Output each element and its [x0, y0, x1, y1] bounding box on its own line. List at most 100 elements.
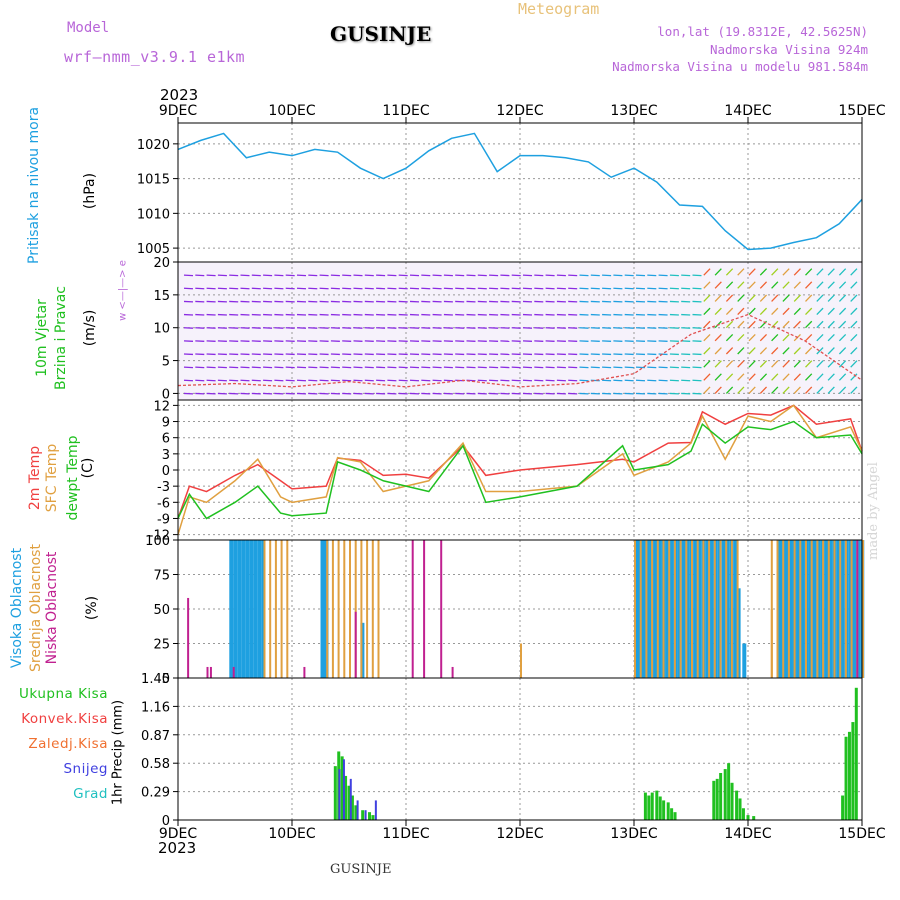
y-tick-label: 0 — [162, 814, 170, 829]
cloud-high-bar — [721, 540, 726, 678]
precip-rain-bar — [673, 812, 677, 820]
cloud-mid-bar — [816, 540, 819, 678]
legend-zaledj-kisa: Zaledj.Kisa — [28, 736, 108, 752]
precip-rain-bar — [715, 778, 719, 820]
wind-barb — [782, 294, 790, 302]
cloud-high-bar — [852, 540, 857, 678]
wind-barb — [737, 268, 745, 276]
wind-barb — [838, 333, 847, 342]
precip-rain-bar — [851, 722, 855, 820]
wind-barb — [850, 294, 858, 302]
cloud-mid-bar — [343, 540, 346, 678]
legend-ukupna-kisa: Ukupna Kisa — [19, 686, 108, 702]
wind-barb — [816, 333, 824, 342]
y-tick-label: 0.87 — [141, 729, 170, 744]
wind-barb — [782, 268, 790, 276]
wind-barb — [725, 360, 734, 368]
precip-snow-bar — [364, 810, 367, 820]
wind-barbs — [183, 268, 858, 395]
wind-barb — [725, 281, 734, 289]
y-tick-label: 20 — [153, 256, 170, 271]
wind-barb — [805, 373, 813, 381]
wind-barb — [793, 347, 801, 355]
cloud-mid-bar — [827, 540, 830, 678]
precip-rain-bar — [333, 766, 337, 820]
wind-barb — [850, 373, 858, 381]
precip-rain-bar — [746, 815, 750, 820]
precip-rain-bar — [730, 782, 734, 820]
precip-rain-bar — [847, 731, 851, 820]
wind-barb — [703, 333, 711, 342]
cloud-high-bar — [257, 540, 262, 678]
cloud-high-bar — [665, 540, 670, 678]
wind-barb — [748, 386, 756, 394]
wind-barb — [782, 386, 790, 394]
wind-barb — [793, 320, 801, 329]
wind-barb — [771, 281, 779, 289]
wind-barb — [816, 373, 824, 381]
cloud-low-bar — [411, 540, 414, 678]
wind-barb — [759, 268, 768, 276]
cloud-mid-bar — [713, 540, 716, 678]
wind-barb — [793, 360, 801, 368]
y-tick-label: 1015 — [137, 173, 170, 188]
wind-barb — [816, 347, 824, 355]
cloud-mid-bar — [679, 540, 682, 678]
cloud-mid-bar — [331, 540, 334, 678]
y-tick-label: -12 — [149, 529, 170, 544]
y-tick-label: 5 — [162, 355, 170, 370]
wind-barb — [838, 386, 847, 394]
precip-rain-bar — [340, 756, 344, 820]
x-tick-label-top: 9DEC — [159, 103, 198, 119]
cloud-mid-bar — [839, 540, 842, 678]
wind-barb — [782, 281, 790, 289]
cloud-mid-bar — [366, 540, 369, 678]
cloud-mid-bar — [280, 540, 283, 678]
wind-barb — [816, 320, 824, 329]
precip-rain-bar — [643, 792, 647, 820]
cloud-mid-bar — [269, 540, 272, 678]
y-tick-label: 3 — [162, 448, 170, 463]
cloud-low-bar — [354, 611, 357, 678]
cloud-mid-bar — [286, 540, 289, 678]
cloud-high-bar — [669, 540, 674, 678]
wind-barb — [816, 281, 824, 289]
cloud-low-bar — [187, 597, 190, 678]
cloud-high-bar — [645, 540, 650, 678]
y-tick-label: 1020 — [137, 138, 170, 153]
precip-rain-bar — [841, 795, 845, 820]
elevation-info: Nadmorska Visina 924m — [709, 42, 868, 57]
cloud-mid-bar — [354, 540, 357, 678]
wind-barb — [805, 347, 813, 355]
cloud-mid-bar — [685, 540, 688, 678]
wind-barb — [827, 347, 835, 355]
cloud-mid-bar — [799, 540, 802, 678]
wind-barb — [805, 320, 813, 329]
wind-barb — [850, 281, 858, 289]
wind-barb — [703, 386, 711, 394]
model-name: wrf—nmm_v3.9.1 e1km — [64, 48, 246, 66]
wind-barb — [827, 294, 835, 302]
cloud-mid-bar — [719, 540, 722, 678]
cloud-high-bar — [320, 540, 325, 678]
cloud-high-bar — [788, 540, 793, 678]
cloud-mid-bar — [360, 540, 363, 678]
cloud-high-bar — [836, 540, 841, 678]
wind-barb — [703, 307, 711, 316]
wind-barb — [748, 373, 756, 381]
cloud-high-bar — [261, 540, 266, 678]
cloud-high-bar — [828, 540, 833, 678]
precip-rain-bar — [738, 798, 742, 820]
wind-barb — [827, 360, 835, 368]
precip-rain-bar — [347, 785, 351, 820]
cloud-high-bar — [733, 540, 738, 678]
cloud-mid-bar — [833, 540, 836, 678]
cloud-mid-bar — [639, 540, 642, 678]
cloud-low-bar — [451, 666, 454, 678]
wind-barb — [737, 307, 745, 316]
cloud-high-bar — [229, 540, 234, 678]
wind-barb — [725, 294, 734, 302]
wind-barb — [838, 360, 847, 368]
wind-barb — [850, 268, 858, 276]
